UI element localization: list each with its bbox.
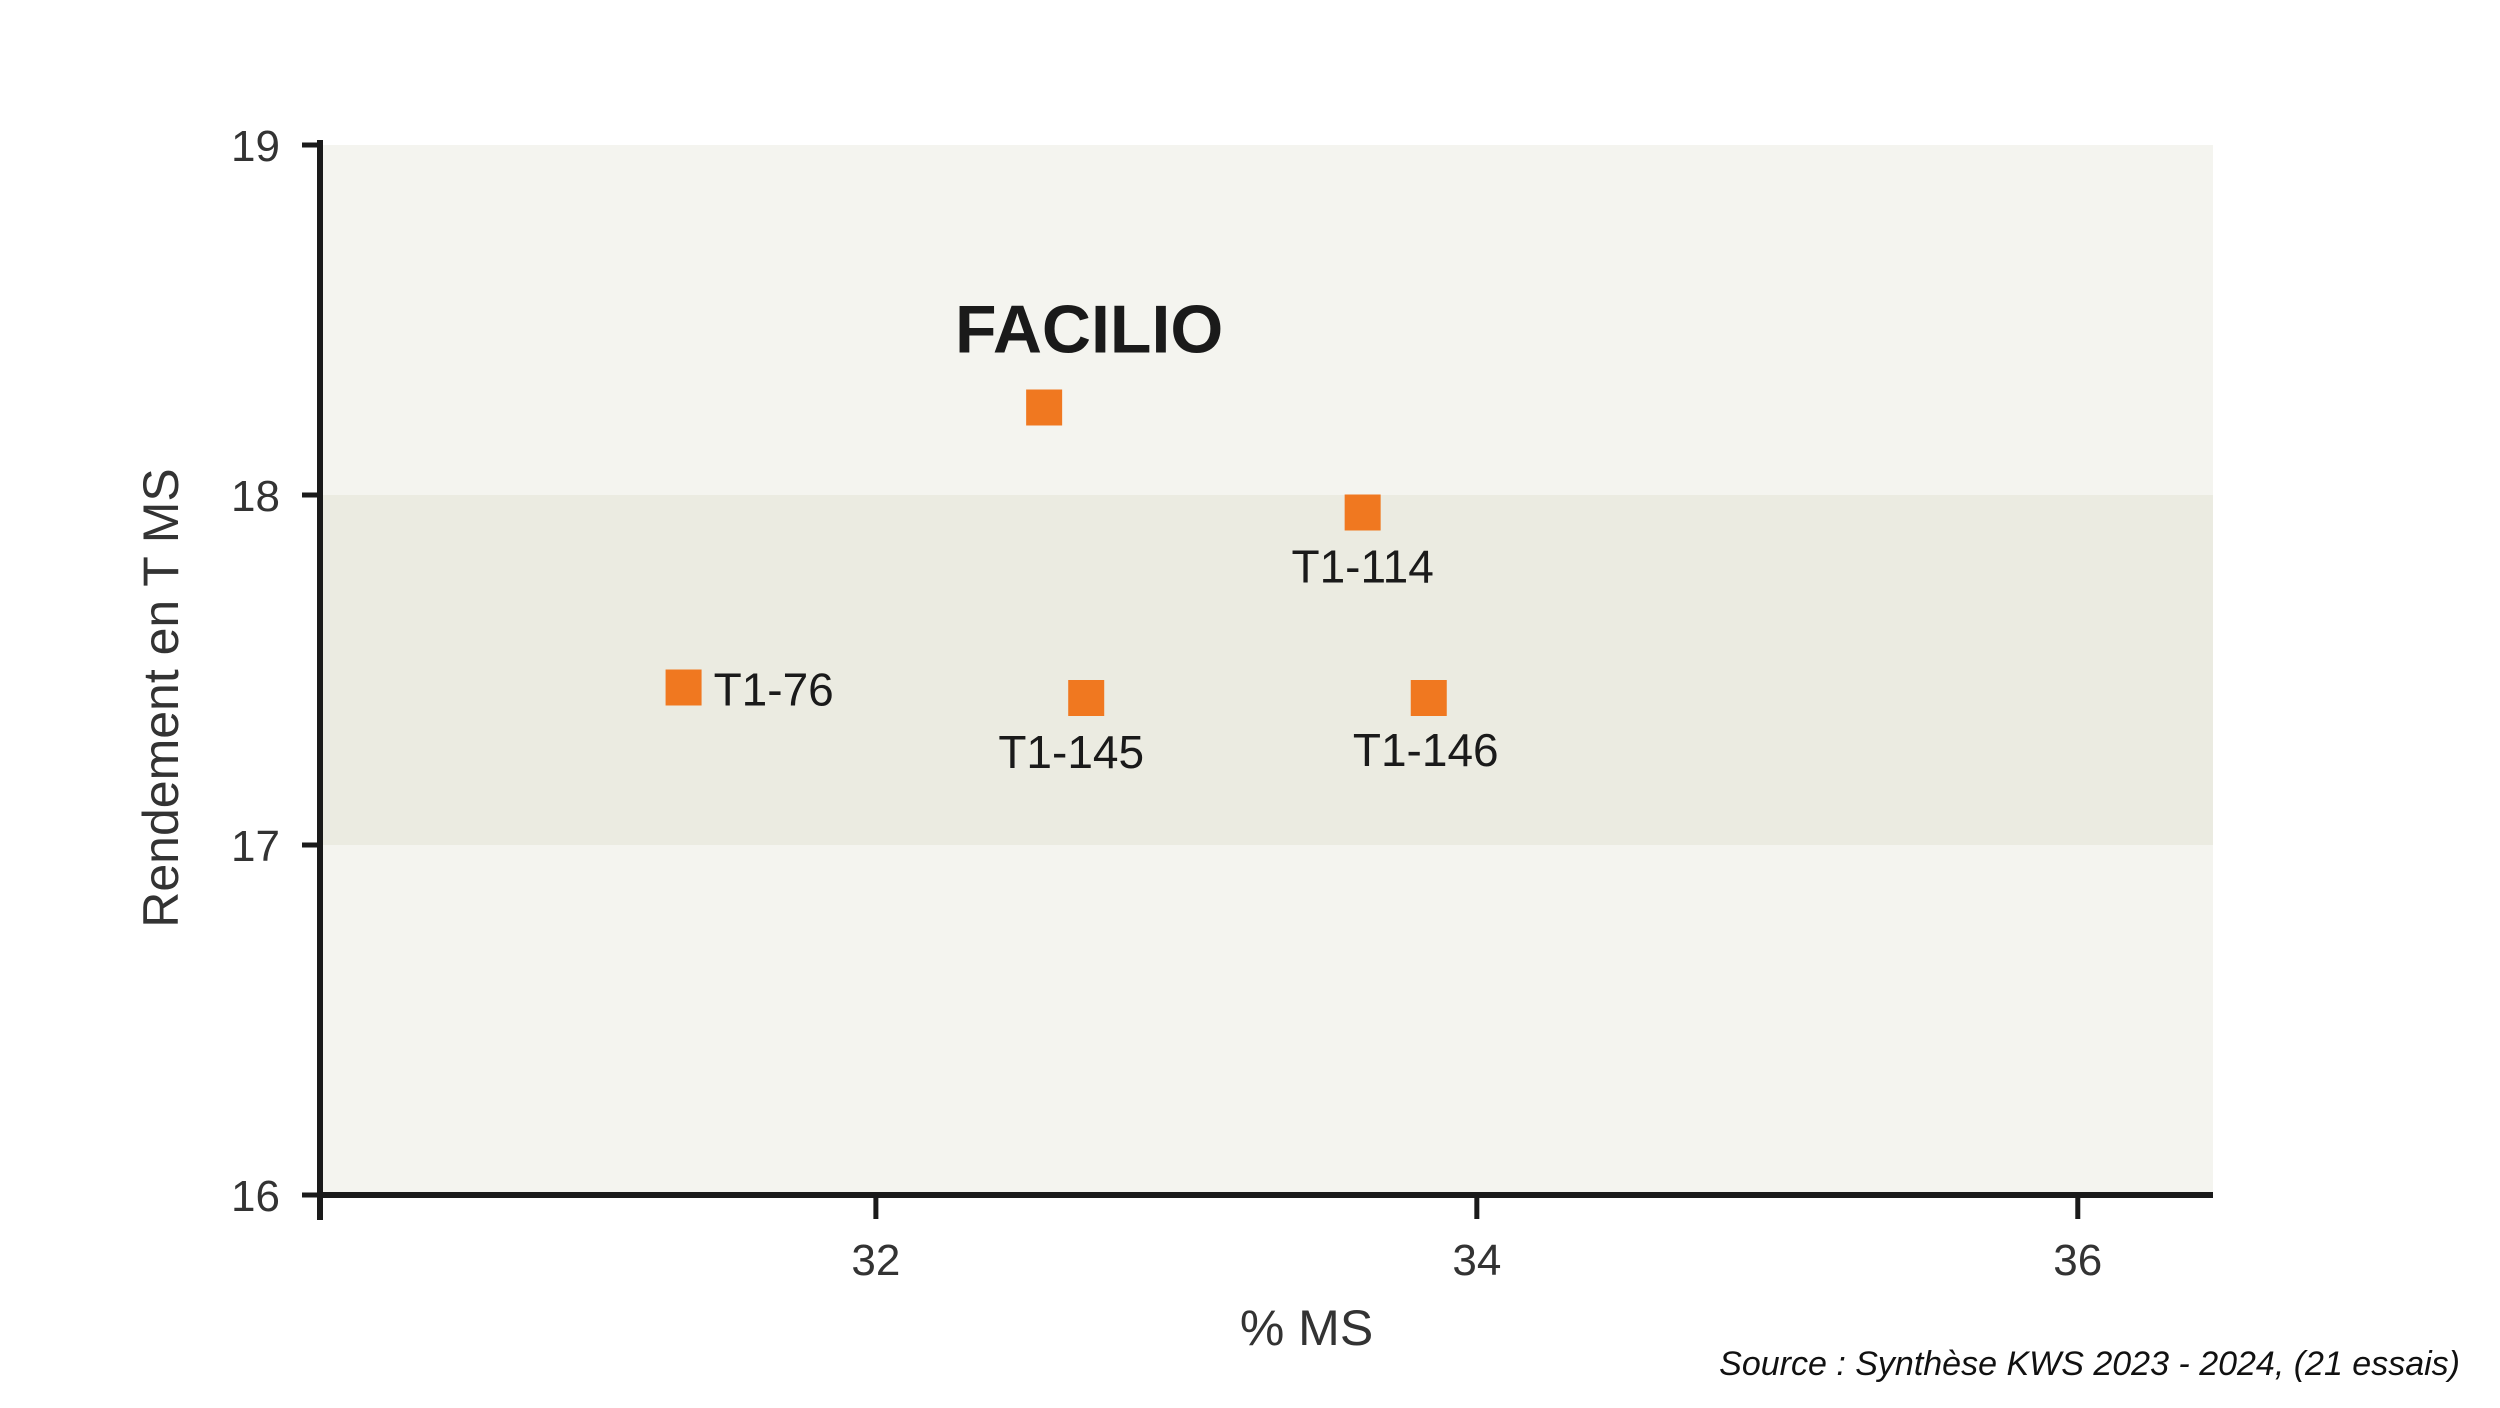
x-tick-label: 34 xyxy=(1452,1236,1501,1285)
y-axis-title: Rendement en T MS xyxy=(133,468,189,928)
point-marker-t1-114 xyxy=(1344,494,1381,531)
data-points: FACILIO T1-114 T1-76 T1-145 T1-146 xyxy=(665,292,1499,778)
y-tick-label: 16 xyxy=(231,1172,280,1221)
point-marker-facilio xyxy=(1026,389,1063,426)
point-label-t1-114: T1-114 xyxy=(1291,541,1433,593)
average-band xyxy=(320,495,2213,845)
x-tick-label: 32 xyxy=(851,1236,900,1285)
x-tick-label: 36 xyxy=(2053,1236,2102,1285)
source-note: Source : Synthèse KWS 2023 - 2024, (21 e… xyxy=(1719,1345,2460,1383)
point-label-t1-145: T1-145 xyxy=(998,726,1144,778)
point-marker-t1-146 xyxy=(1410,680,1447,716)
point-label-facilio: FACILIO xyxy=(955,292,1223,368)
point-label-t1-76: T1-76 xyxy=(714,664,834,716)
y-tick-label: 18 xyxy=(231,472,280,521)
point-label-t1-146: T1-146 xyxy=(1353,724,1499,776)
point-marker-t1-76 xyxy=(665,669,702,706)
x-axis-title: % MS xyxy=(1240,1300,1373,1356)
axis-ticks: 16 17 18 19 32 34 36 xyxy=(231,122,2102,1285)
point-marker-t1-145 xyxy=(1068,680,1105,716)
y-tick-label: 17 xyxy=(231,822,280,871)
y-tick-label: 19 xyxy=(231,122,280,171)
